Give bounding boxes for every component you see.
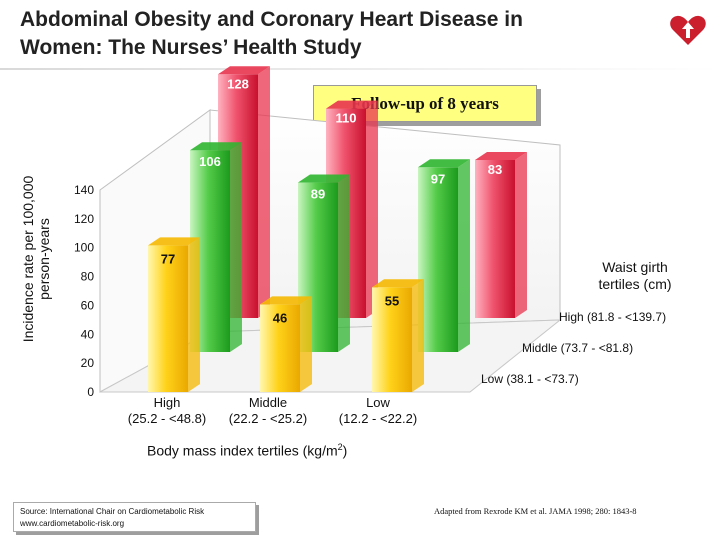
bar-side-middle (230, 142, 242, 352)
bar-side-low (188, 237, 200, 392)
bar-side-middle (458, 159, 470, 352)
x-axis-title-superscript: 2 (337, 442, 343, 452)
x-category-label: High (154, 395, 181, 410)
legend-title-line-2: tertiles (cm) (598, 276, 672, 292)
heart-arrow-logo-icon (670, 15, 706, 45)
data-label-middle: 89 (311, 187, 325, 202)
bar-side-high (515, 152, 527, 318)
bar-low-1 (260, 304, 300, 392)
x-axis-title-end: ) (342, 442, 348, 459)
data-label-high: 128 (227, 76, 249, 91)
legend-title: Waist girth tertiles (cm) (560, 259, 710, 293)
bar-top-middle (418, 159, 470, 168)
y-tick-label: 100 (74, 241, 94, 255)
bar-top-middle (190, 142, 242, 151)
bar-top-middle (298, 174, 350, 183)
x-axis-title-text: Body mass index tertiles (kg/m (147, 442, 338, 459)
bar-low-0 (148, 245, 188, 392)
bar-top-low (260, 296, 312, 305)
legend-title-line-1: Waist girth (602, 259, 668, 275)
title-line-2: Women: The Nurses’ Health Study (20, 36, 362, 59)
source-url: www.cardiometabolic-risk.org (20, 519, 125, 528)
x-axis-title: Body mass index tertiles (kg/m2) (147, 442, 347, 459)
data-label-middle: 106 (199, 154, 221, 169)
legend-item-middle: Middle (73.7 - <81.8) (522, 341, 634, 355)
bar-side-low (300, 296, 312, 392)
y-tick-label: 140 (74, 183, 94, 197)
bar-high-2 (475, 159, 515, 318)
data-label-low: 55 (385, 293, 399, 308)
bar-top-high (475, 152, 527, 160)
data-label-high: 83 (488, 162, 502, 177)
bar-top-high (326, 100, 378, 109)
data-label-high: 110 (336, 111, 357, 126)
bar-top-high (218, 66, 270, 75)
data-label-low: 77 (161, 251, 175, 266)
source-line-1: Source: International Chair on Cardiomet… (20, 507, 205, 516)
legend-item-low: Low (38.1 - <73.7) (481, 372, 579, 386)
data-label-low: 46 (273, 310, 287, 325)
y-tick-label: 0 (87, 385, 94, 399)
y-tick-label: 80 (81, 270, 95, 284)
bar-top-low (372, 279, 424, 288)
slide-title: Abdominal Obesity and Coronary Heart Dis… (20, 6, 523, 62)
x-category-range: (25.2 - <48.8) (128, 411, 206, 426)
citation: Adapted from Rexrode KM et al. JAMA 1998… (434, 506, 637, 516)
x-category-label: Middle (249, 395, 287, 410)
y-tick-label: 120 (74, 212, 94, 226)
bar-top-low (148, 237, 200, 246)
bar-side-middle (338, 174, 350, 352)
x-category-range: (22.2 - <25.2) (229, 411, 307, 426)
y-tick-label: 60 (81, 298, 95, 312)
data-label-middle: 97 (431, 171, 445, 186)
bar-side-low (412, 279, 424, 392)
x-category-label: Low (366, 395, 390, 410)
legend-item-high: High (81.8 - <139.7) (559, 310, 667, 324)
y-tick-label: 20 (81, 356, 95, 370)
source-box: Source: International Chair on Cardiomet… (13, 502, 256, 532)
x-category-range: (12.2 - <22.2) (339, 411, 417, 426)
bar-low-2 (372, 287, 412, 392)
bar-middle-2 (418, 167, 458, 352)
title-line-1: Abdominal Obesity and Coronary Heart Dis… (20, 8, 523, 31)
y-tick-label: 40 (81, 327, 95, 341)
bar-side-high (258, 66, 270, 318)
bar-side-high (366, 100, 378, 318)
title-divider (0, 68, 720, 70)
